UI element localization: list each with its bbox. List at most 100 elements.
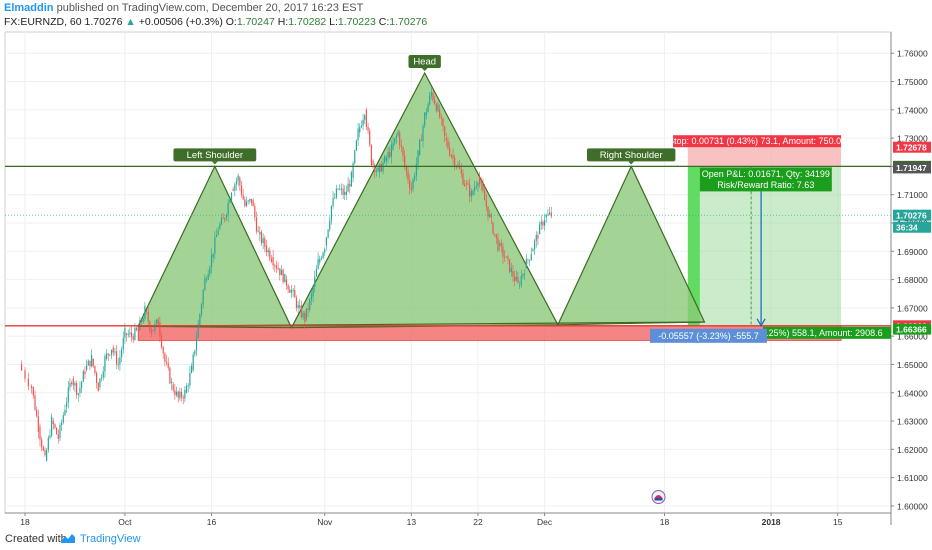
candle-body — [307, 308, 309, 310]
candle-body — [297, 304, 299, 308]
pattern-label-bg — [408, 55, 441, 69]
candle-body — [72, 378, 74, 386]
candle-body — [407, 171, 409, 181]
pattern-label: Head — [408, 55, 441, 72]
price-tags: 1.726781.720021.719471.7027636:341.66366… — [893, 141, 931, 335]
candle-body — [280, 269, 283, 276]
candle-body — [355, 140, 358, 151]
candle-body — [462, 173, 464, 185]
candle-body — [92, 358, 94, 366]
y-tick-label: 1.73000 — [897, 134, 928, 144]
candle-body — [31, 386, 33, 389]
candle-body — [41, 439, 43, 448]
candle-body — [447, 140, 449, 149]
candle-body — [460, 169, 462, 174]
candle-body — [91, 355, 93, 367]
price-tag-text: 1.72678 — [896, 143, 927, 153]
candle-body — [205, 279, 208, 281]
y-tick-label: 1.62000 — [897, 445, 928, 455]
candle-body — [387, 152, 389, 158]
candle-body — [380, 163, 382, 172]
candle-body — [422, 125, 424, 141]
candle-body — [104, 356, 106, 372]
low-label: L: — [329, 16, 338, 28]
pattern-label-pointer — [628, 161, 635, 165]
candle-body — [46, 450, 48, 461]
candle-body — [324, 249, 326, 253]
candle-body — [370, 145, 372, 165]
price-tag-bg — [893, 221, 931, 233]
tradingview-brand[interactable]: TradingView — [80, 533, 141, 545]
candle-body — [99, 378, 101, 388]
candle-body — [412, 179, 414, 190]
candle-body — [417, 150, 419, 164]
candle-body — [217, 230, 219, 235]
candle-body — [299, 305, 301, 308]
candle-body — [395, 135, 397, 139]
candle-body — [437, 104, 439, 111]
high-label: H: — [277, 16, 289, 28]
candle-body — [517, 276, 519, 283]
price-chart[interactable]: 1.760001.750001.740001.730001.720001.710… — [0, 30, 932, 530]
candle-body — [337, 188, 339, 190]
candle-body — [225, 215, 228, 218]
candle-body — [162, 347, 164, 354]
candle-body — [284, 273, 286, 283]
candle-body — [129, 332, 131, 335]
candle-body — [204, 277, 206, 291]
candle-body — [429, 95, 431, 105]
candle-body — [179, 391, 181, 399]
candle-body — [540, 221, 542, 225]
candle-body — [260, 231, 263, 244]
candle-body — [480, 183, 482, 185]
symbol-label[interactable]: FX:EURNZD, 60 — [4, 16, 82, 28]
candle-body — [127, 334, 129, 335]
candle-body — [359, 127, 361, 133]
author-link[interactable]: Elmaddin — [4, 2, 54, 14]
candle-body — [97, 383, 99, 392]
candle-body — [39, 426, 41, 440]
candle-body — [457, 164, 459, 167]
candle-body — [495, 234, 497, 238]
candle-body — [77, 393, 79, 395]
candle-body — [112, 347, 114, 353]
x-tick-label: 15 — [833, 517, 843, 527]
price-tag-text: 1.71947 — [896, 163, 927, 173]
candle-body — [465, 183, 467, 185]
candle-body — [155, 319, 158, 324]
candle-body — [257, 231, 259, 233]
candle-body — [514, 276, 516, 281]
candle-body — [342, 188, 344, 195]
candle-body — [467, 183, 469, 185]
candle-body — [150, 330, 153, 334]
candle-body — [545, 215, 547, 218]
candle-body — [51, 416, 53, 436]
candle-body — [279, 268, 281, 276]
pattern-label-pointer — [211, 161, 218, 165]
pattern-label-pointer — [421, 68, 428, 72]
candles — [21, 87, 552, 462]
candle-body — [199, 313, 201, 325]
candle-body — [332, 197, 334, 207]
candle-body — [86, 365, 88, 371]
open-value: 1.70247 — [236, 16, 275, 28]
candle-body — [295, 297, 298, 308]
candle-body — [180, 391, 183, 398]
candle-body — [214, 237, 216, 254]
candle-body — [442, 118, 444, 127]
candle-body — [330, 205, 333, 221]
candle-body — [125, 333, 128, 335]
candle-body — [164, 353, 166, 362]
candle-body — [504, 256, 506, 258]
y-tick-label: 1.63000 — [897, 417, 928, 427]
candle-body — [184, 389, 186, 399]
price-tag-text: 36:34 — [896, 223, 918, 233]
x-tick-label: Dec — [537, 517, 553, 527]
pattern-label-text: Right Shoulder — [600, 150, 663, 161]
candle-body — [290, 290, 293, 293]
candle-body — [169, 367, 171, 384]
candle-body — [212, 253, 214, 257]
x-tick-label: 16 — [207, 517, 217, 527]
open-label: O: — [225, 16, 237, 28]
candle-body — [130, 332, 133, 337]
